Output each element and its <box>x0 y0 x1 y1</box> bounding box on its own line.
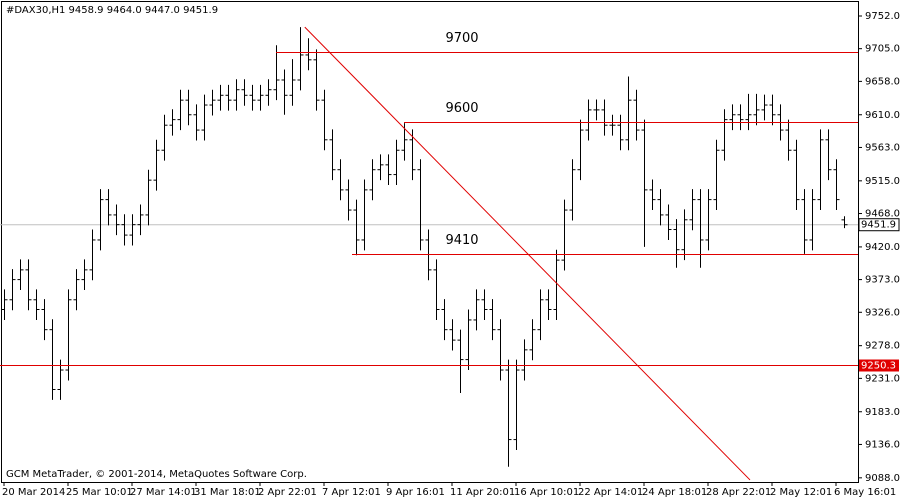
x-tick-label: 24 Apr 18:01 <box>642 487 707 498</box>
y-tick-label: 9705.0 <box>865 44 900 55</box>
x-tick-label: 9 Apr 16:01 <box>386 487 445 498</box>
x-tick-label: 22 Apr 14:01 <box>578 487 643 498</box>
y-tick-label: 9610.0 <box>865 110 900 121</box>
level-tag-label: 9250.3 <box>861 361 896 372</box>
trendline <box>304 26 751 481</box>
x-tick-label: 31 Mar 18:01 <box>194 487 261 498</box>
y-tick-label: 9183.0 <box>865 407 900 418</box>
level-label: 9700 <box>445 31 478 46</box>
x-tick-label: 16 Apr 10:01 <box>514 487 579 498</box>
y-tick-label: 9231.0 <box>865 373 900 384</box>
y-tick-label: 9326.0 <box>865 307 900 318</box>
header: #DAX30,H1 9458.9 9464.0 9447.0 9451.9 <box>6 5 218 16</box>
y-tick-label: 9420.0 <box>865 242 900 253</box>
y-tick-label: 9563.0 <box>865 142 900 153</box>
x-tick-label: 2 May 12:01 <box>770 487 832 498</box>
plot-frame <box>1 1 859 483</box>
x-tick-label: 11 Apr 20:01 <box>450 487 515 498</box>
x-tick-label: 27 Mar 14:01 <box>130 487 197 498</box>
price-tag-label: 9451.9 <box>861 220 896 231</box>
x-tick-label: 25 Mar 10:01 <box>66 487 133 498</box>
y-tick-label: 9373.0 <box>865 275 900 286</box>
y-tick-label: 9136.0 <box>865 439 900 450</box>
y-tick-label: 9278.0 <box>865 341 900 352</box>
level-label: 9600 <box>445 101 478 116</box>
footer: GCM MetaTrader, © 2001-2014, MetaQuotes … <box>6 469 307 480</box>
level-tag <box>859 359 899 372</box>
x-tick-label: 7 Apr 12:01 <box>322 487 381 498</box>
y-tick-label: 9515.0 <box>865 176 900 187</box>
y-tick-label: 9752.0 <box>865 11 900 22</box>
x-tick-label: 6 May 16:01 <box>834 487 896 498</box>
x-tick-label: 20 Mar 2014 <box>2 487 65 498</box>
price-tag <box>858 218 900 232</box>
x-tick-label: 28 Apr 22:01 <box>706 487 771 498</box>
y-tick-label: 9468.0 <box>865 209 900 220</box>
x-tick-label: 2 Apr 22:01 <box>258 487 317 498</box>
level-label: 9410 <box>445 233 478 248</box>
y-tick-label: 9088.0 <box>865 473 900 484</box>
y-tick-label: 9658.0 <box>865 76 900 87</box>
